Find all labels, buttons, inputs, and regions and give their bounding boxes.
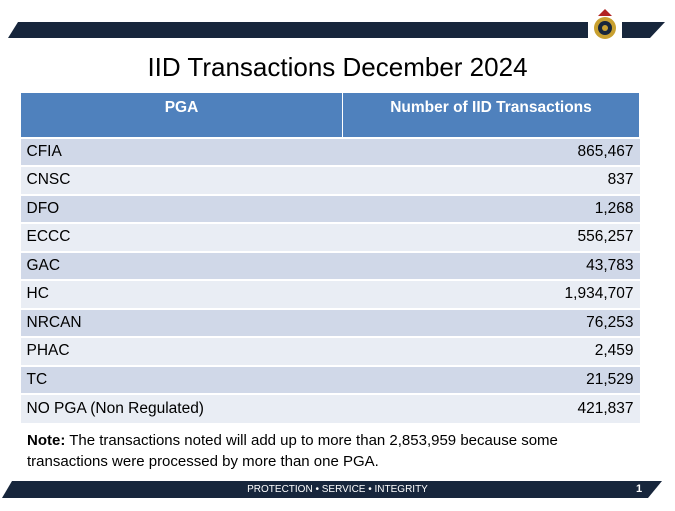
pga-cell: DFO [20,193,343,223]
count-cell: 1,934,707 [342,279,640,309]
table-row: GAC 43,783 [20,250,640,280]
logo [588,9,622,42]
count-cell: 421,837 [342,393,640,423]
top-banner [8,22,665,38]
count-cell: 21,529 [342,364,640,394]
pga-cell: TC [20,364,343,394]
header-cell: PGA [20,92,343,138]
bottom-banner [2,481,662,498]
count-cell: 1,268 [342,193,640,223]
slide-title: IID Transactions December 2024 [147,52,528,82]
page-number: 1 [636,483,643,495]
table-row: PHAC 2,459 [20,336,640,366]
header-cell: Number of IID Transactions [342,92,640,138]
table-row: ECCC 556,257 [20,222,640,252]
count-cell: 865,467 [342,136,640,166]
count-cell: 837 [342,165,640,195]
table-row: CNSC 837 [20,165,640,195]
count-cell: 2,459 [342,336,640,366]
pga-cell: HC [20,279,343,309]
table-row: DFO 1,268 [20,193,640,223]
footer-motto: PROTECTION • SERVICE • INTEGRITY [247,484,428,495]
data-table: PGA Number of IID Transactions CFIA 865,4… [20,92,640,423]
pga-cell: NRCAN [20,307,343,337]
count-cell: 76,253 [342,307,640,337]
note-text: The transactions noted will add up to mo… [27,432,558,470]
count-cell: 43,783 [342,250,640,280]
note: Note: The transactions noted will add up… [27,430,627,472]
pga-cell: PHAC [20,336,343,366]
note-label: Note: [27,432,66,449]
count-cell: 556,257 [342,222,640,252]
table-row: HC 1,934,707 [20,279,640,309]
table-row: TC 21,529 [20,364,640,394]
table-row: CFIA 865,467 [20,136,640,166]
table-row: NO PGA (Non Regulated) 421,837 [20,393,640,423]
pga-cell: GAC [20,250,343,280]
pga-cell: NO PGA (Non Regulated) [20,393,343,423]
table-row: NRCAN 76,253 [20,307,640,337]
pga-cell: CFIA [20,136,343,166]
pga-cell: CNSC [20,165,343,195]
pga-cell: ECCC [20,222,343,252]
